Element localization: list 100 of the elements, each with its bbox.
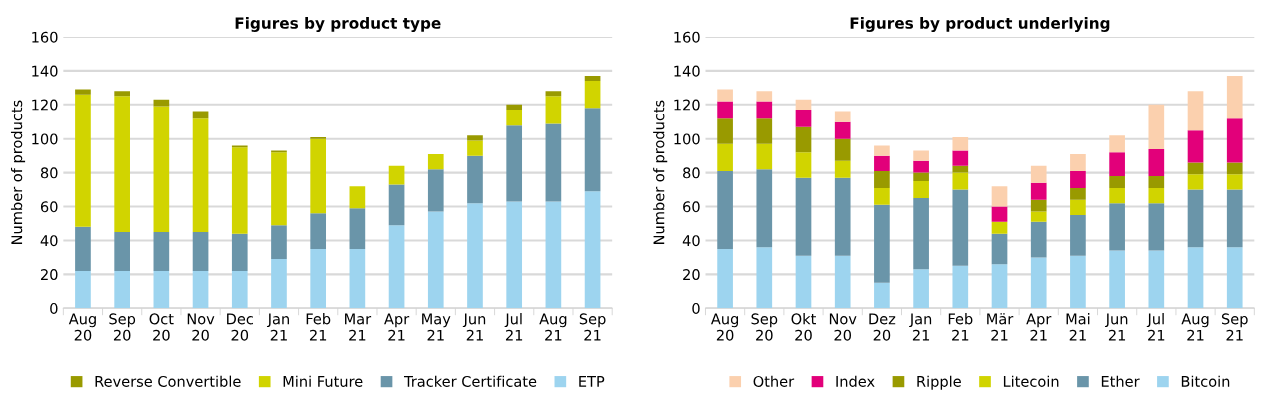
bar: [874, 187, 890, 205]
x-tick-label: Feb 21: [948, 313, 973, 341]
y-tick-label: 120: [674, 99, 700, 111]
y-tick-label: 80: [40, 167, 58, 179]
bar: [75, 94, 91, 227]
legend-label: Index: [836, 375, 875, 387]
bar: [153, 270, 170, 309]
bar: [1070, 187, 1086, 200]
bar: [834, 121, 851, 139]
bar: [756, 101, 773, 119]
bar: [1070, 170, 1086, 188]
bar: [1187, 130, 1204, 163]
bar: [271, 152, 287, 226]
bar: [1148, 148, 1165, 177]
bar: [874, 170, 890, 188]
bar: [1030, 221, 1047, 258]
bar: [795, 99, 812, 110]
bar: [584, 81, 601, 109]
x-tick-label: Jul 21: [504, 313, 523, 341]
bar: [1070, 153, 1086, 171]
bar: [545, 123, 562, 202]
bar: [584, 191, 601, 309]
bar: [1109, 187, 1125, 204]
bar: [795, 177, 812, 256]
bar: [874, 155, 890, 171]
bar: [913, 172, 929, 182]
bar: [1226, 174, 1243, 190]
bar: [271, 259, 287, 309]
bar: [913, 181, 929, 199]
y-tick-label: 40: [40, 235, 58, 247]
x-tick-label: Apr 21: [1026, 313, 1052, 341]
bar: [834, 160, 851, 178]
bar: [506, 201, 523, 309]
bar: [1070, 255, 1086, 309]
bar: [952, 189, 969, 266]
bar: [991, 221, 1008, 234]
bar: [756, 118, 773, 144]
bar: [467, 155, 483, 204]
y-tick-label: 80: [683, 167, 700, 179]
x-tick-label: Jul 21: [1146, 313, 1165, 341]
bar: [467, 135, 483, 141]
x-tick-label: Mär 21: [987, 313, 1014, 341]
bar: [795, 126, 812, 153]
bar: [913, 269, 929, 309]
bar: [952, 150, 969, 166]
x-tick-label: Jan 21: [909, 313, 932, 341]
bar: [349, 248, 366, 309]
bar: [913, 198, 929, 270]
bar: [1109, 176, 1125, 188]
x-tick-label: Jun 21: [462, 313, 486, 341]
bar: [874, 145, 890, 156]
bar: [874, 204, 890, 283]
bar: [913, 160, 929, 173]
bar: [1109, 152, 1125, 177]
bar: [1030, 182, 1047, 200]
bar: [795, 152, 812, 178]
legend-label: Tracker Certificate: [403, 375, 537, 387]
bar: [1187, 91, 1204, 131]
bar: [913, 150, 929, 161]
x-tick-label: Nov 20: [187, 313, 215, 341]
bar: [1226, 189, 1243, 248]
bar: [1226, 118, 1243, 163]
y-axis-title: Number of products: [653, 100, 668, 244]
bar: [310, 138, 327, 214]
bar: [545, 96, 562, 124]
bar: [231, 147, 248, 234]
bar: [717, 101, 733, 119]
legend-label: ETP: [579, 376, 605, 387]
x-tick-label: Sep 20: [751, 313, 778, 341]
bar: [756, 247, 773, 309]
bar: [310, 248, 327, 309]
bar: [506, 104, 523, 110]
bar: [952, 165, 969, 173]
x-tick-label: Mar 21: [345, 313, 372, 341]
bar: [349, 208, 366, 249]
x-tick-label: Aug 21: [539, 313, 567, 341]
chart-title: Figures by product type: [235, 17, 441, 32]
bar: [756, 143, 773, 170]
bar: [388, 184, 405, 226]
bar: [114, 96, 130, 232]
x-tick-label: Oct 20: [149, 313, 174, 341]
bar: [388, 225, 405, 309]
legend-label: Other: [753, 375, 795, 387]
bar: [834, 138, 851, 161]
legend-label: Ripple: [917, 375, 961, 390]
bar: [231, 270, 248, 309]
x-tick-label: Apr 21: [384, 313, 410, 341]
bar: [153, 106, 170, 232]
bar: [1109, 203, 1125, 251]
bar: [1030, 199, 1047, 212]
x-tick-label: Aug 21: [1181, 313, 1209, 341]
bar: [545, 91, 562, 97]
y-tick-label: 160: [674, 31, 700, 43]
x-tick-label: Jan 21: [266, 313, 289, 341]
y-tick-label: 100: [32, 133, 58, 145]
y-tick-label: 140: [32, 65, 58, 77]
bar: [717, 118, 733, 144]
y-tick-label: 60: [40, 201, 58, 213]
legend-label: Litecoin: [1003, 375, 1059, 387]
bar: [506, 125, 523, 202]
